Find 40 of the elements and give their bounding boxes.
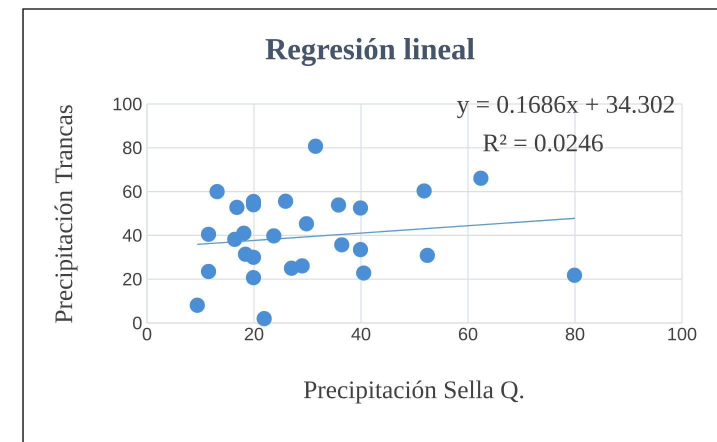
point — [356, 265, 372, 281]
point — [246, 250, 262, 265]
point — [566, 268, 582, 283]
x-tick-label: 0 — [142, 328, 152, 340]
point — [200, 264, 216, 280]
y-tick-label: 0 — [133, 316, 142, 330]
annotation: R² = 0.0246 — [483, 134, 603, 152]
y-tick-label: 100 — [114, 98, 142, 110]
point — [209, 184, 225, 200]
point — [236, 226, 252, 241]
point — [266, 228, 282, 244]
x-axis-title: Precipitación Sella Q. — [304, 380, 524, 404]
point — [229, 200, 244, 215]
point — [352, 242, 368, 258]
x-tick-label: 60 — [458, 328, 478, 340]
y-tick-label: 40 — [122, 229, 142, 242]
y-tick-label: 80 — [123, 141, 142, 154]
chart-title: Regresión lineal — [266, 38, 474, 66]
point — [190, 298, 205, 313]
point — [420, 248, 435, 263]
point — [294, 258, 310, 274]
point — [330, 197, 346, 213]
x-tick-label: 20 — [244, 328, 264, 340]
y-axis-title: Precipitación Trancas — [54, 105, 78, 323]
point — [256, 311, 272, 326]
point — [334, 237, 350, 252]
point — [352, 200, 368, 216]
y-tick-label: 60 — [123, 185, 142, 198]
point — [278, 194, 294, 209]
x-tick-label: 40 — [351, 328, 370, 340]
point — [416, 183, 432, 199]
x-tick-label: 100 — [668, 328, 696, 340]
point — [200, 226, 216, 242]
y-tick-label: 20 — [123, 272, 142, 286]
point — [473, 170, 488, 186]
annotation: y = 0.1686x + 34.302 — [457, 96, 674, 118]
x-tick-label: 80 — [566, 328, 584, 340]
point — [308, 138, 324, 154]
point — [246, 270, 262, 286]
point — [298, 216, 314, 232]
